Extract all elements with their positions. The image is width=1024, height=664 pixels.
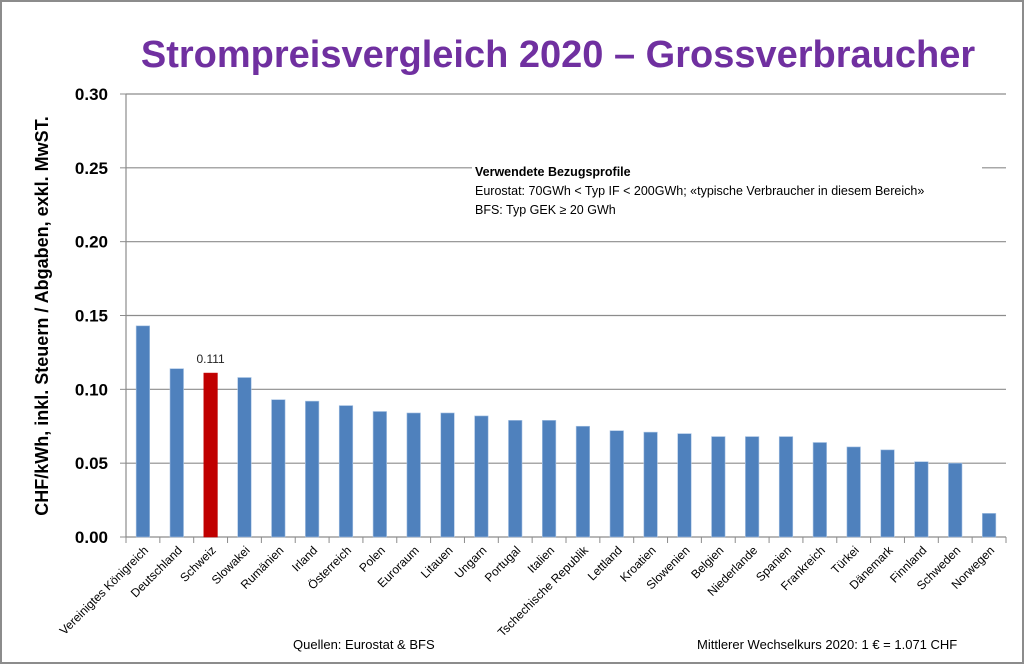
bar (169, 368, 184, 538)
bar (237, 377, 252, 538)
bar (948, 462, 963, 538)
bar (880, 449, 895, 538)
x-tick-label: Irland (289, 543, 320, 574)
bar (271, 399, 286, 538)
bar (406, 412, 421, 538)
bar (677, 433, 692, 538)
x-tick-label: Portugal (482, 543, 524, 585)
y-axis-label: CHF/kWh, inkl. Steuern / Abgaben, exkl. … (32, 116, 52, 515)
bars: 0.111 (135, 325, 997, 538)
y-tick-label: 0.25 (75, 159, 108, 178)
bar (914, 461, 929, 538)
annotation-line-2: BFS: Typ GEK ≥ 20 GWh (475, 203, 616, 217)
bar (372, 411, 387, 538)
bar (745, 436, 760, 538)
y-tick-label: 0.30 (75, 85, 108, 104)
bar (305, 400, 320, 538)
bar (508, 420, 523, 538)
exchange-rate-note: Mittlerer Wechselkurs 2020: 1 € = 1.071 … (697, 637, 957, 652)
y-axis-ticks: 0.00 0.05 0.10 0.15 0.20 0.25 0.30 (75, 85, 108, 547)
chart-title: Strompreisvergleich 2020 – Grossverbrauc… (141, 34, 976, 76)
bar (575, 425, 590, 538)
bar (643, 431, 658, 538)
bar (440, 412, 455, 538)
y-tick-label: 0.20 (75, 233, 108, 252)
annotation-title: Verwendete Bezugsprofile (475, 165, 631, 179)
bar-highlight (203, 372, 218, 538)
bar (846, 446, 861, 538)
bar (609, 430, 624, 538)
profile-annotation: Verwendete Bezugsprofile Eurostat: 70GWh… (472, 158, 982, 220)
annotation-line-1: Eurostat: 70GWh < Typ IF < 200GWh; «typi… (475, 184, 924, 198)
x-axis-ticks: Vereinigtes KönigreichDeutschlandSchweiz… (57, 537, 1007, 639)
bar (135, 325, 150, 538)
bar (812, 442, 827, 538)
bar (778, 436, 794, 538)
data-label: 0.111 (196, 352, 225, 366)
sources-note: Quellen: Eurostat & BFS (293, 637, 435, 652)
bar (338, 405, 354, 538)
x-tick-label: Litauen (418, 543, 456, 581)
y-tick-label: 0.05 (75, 454, 108, 473)
bar (982, 513, 997, 538)
y-tick-label: 0.00 (75, 528, 108, 547)
annotation-background (472, 158, 982, 220)
bar (474, 415, 489, 538)
y-tick-label: 0.15 (75, 307, 108, 326)
bar (711, 436, 726, 538)
x-tick-label: Polen (356, 543, 388, 575)
y-tick-label: 0.10 (75, 380, 108, 399)
bar (542, 420, 557, 538)
